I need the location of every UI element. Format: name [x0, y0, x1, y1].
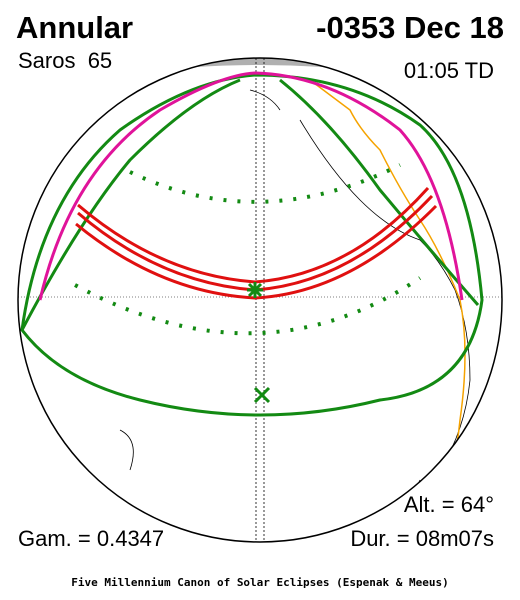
- set-curve: [279, 78, 480, 306]
- eclipse-type: Annular: [16, 10, 133, 45]
- greatest-eclipse: [247, 282, 263, 298]
- time: 01:05 TD: [404, 58, 494, 83]
- duration: Dur. = 08m07s: [350, 526, 494, 551]
- meridian: [255, 58, 265, 542]
- rise-curve: [20, 78, 241, 331]
- gamma: Gam. = 0.4347: [18, 526, 164, 551]
- eclipse-date: -0353 Dec 18: [316, 10, 504, 45]
- borders: [309, 79, 466, 511]
- globe: [18, 58, 502, 542]
- globe-outline: [17, 57, 503, 543]
- max-curve: [38, 71, 464, 301]
- altitude: Alt. = 64°: [404, 492, 494, 517]
- footer: Five Millennium Canon of Solar Eclipses …: [71, 576, 449, 589]
- saros: Saros 65: [18, 48, 112, 73]
- globe-features: [18, 58, 502, 542]
- penumbra-limit: [20, 73, 484, 417]
- subsolar-point: [253, 386, 271, 404]
